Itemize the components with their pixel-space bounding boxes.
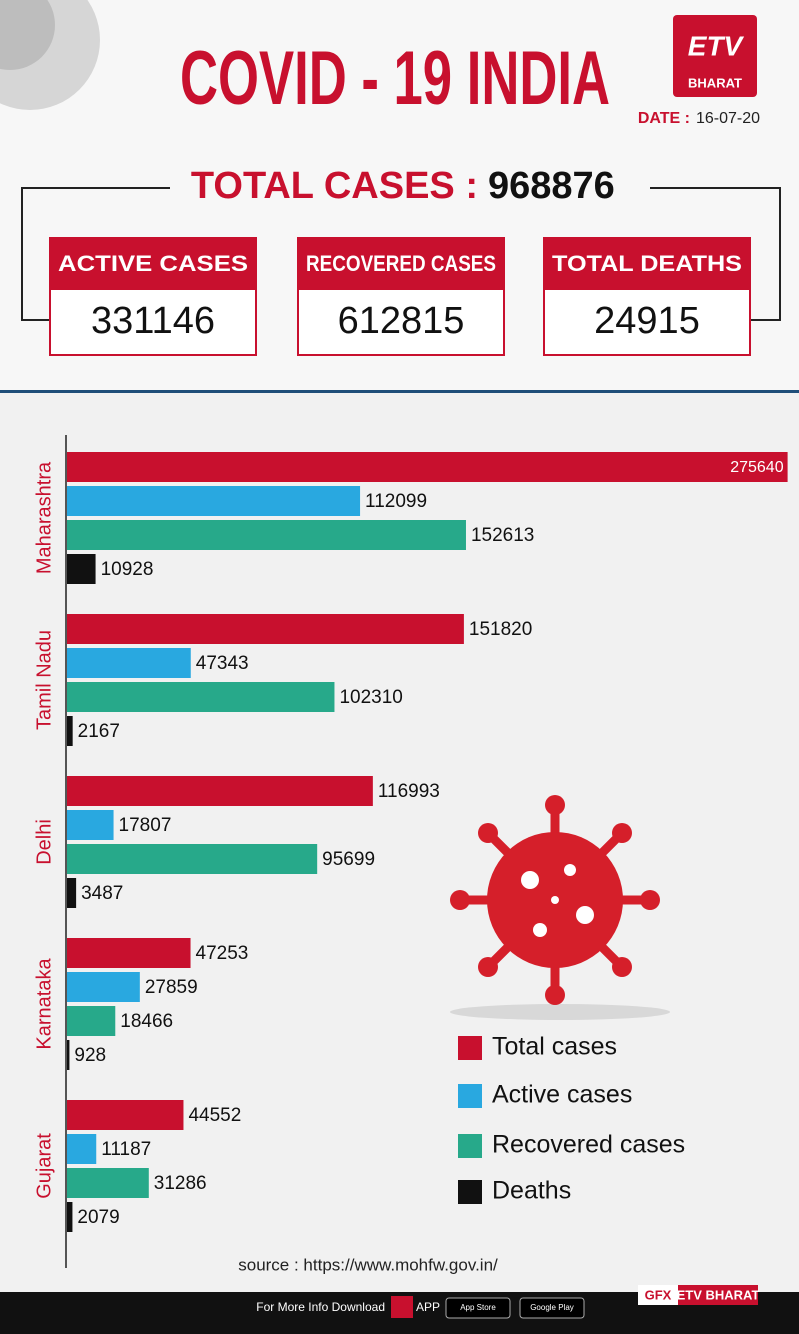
bar xyxy=(67,776,373,806)
card-value: 24915 xyxy=(594,300,700,342)
card-header xyxy=(50,238,256,290)
legend-label: Total cases xyxy=(492,1033,617,1061)
value-label: 47343 xyxy=(196,653,249,674)
value-label: 151820 xyxy=(469,619,532,640)
google-play-badge[interactable] xyxy=(519,1297,585,1319)
value-label: 152613 xyxy=(471,525,534,546)
category-label: Gujarat xyxy=(33,1133,55,1199)
bar xyxy=(67,844,318,874)
title: COVID - 19 INDIA xyxy=(180,36,610,121)
value-label: 47253 xyxy=(196,943,249,964)
virus-illustration xyxy=(450,795,670,1020)
value-label: 10928 xyxy=(101,559,154,580)
virus-decoration xyxy=(0,0,55,70)
divider xyxy=(0,390,799,393)
value-label: 27859 xyxy=(145,977,198,998)
bar xyxy=(67,1168,149,1198)
value-label: 2167 xyxy=(78,721,120,742)
value-label: 3487 xyxy=(81,883,123,904)
value-label: 44552 xyxy=(188,1105,241,1126)
legend-swatch xyxy=(458,1180,482,1204)
bar xyxy=(67,972,140,1002)
app-store-badge[interactable] xyxy=(445,1297,511,1319)
card-header xyxy=(298,238,504,290)
bar xyxy=(67,554,96,584)
total-value: 968876 xyxy=(488,165,615,207)
logo-text: ETV xyxy=(688,30,745,61)
category-label: Maharashtra xyxy=(33,461,55,574)
bar-chart: Maharashtra 275640 112099 152613 10928 Tamil … xyxy=(33,452,788,1232)
bar xyxy=(67,682,335,712)
value-label: 31286 xyxy=(154,1173,207,1194)
value-label: 112099 xyxy=(365,491,427,512)
legend-swatch xyxy=(458,1036,482,1060)
bar xyxy=(67,1100,184,1130)
legend-swatch xyxy=(458,1084,482,1108)
bar xyxy=(67,520,466,550)
bar xyxy=(67,810,114,840)
card-value: 612815 xyxy=(338,300,465,342)
date: 16-07-20 xyxy=(696,110,760,127)
bar xyxy=(67,486,361,516)
value-label: 17807 xyxy=(119,815,172,836)
bar xyxy=(67,452,788,482)
value-label: 102310 xyxy=(339,687,402,708)
value-label: 11187 xyxy=(101,1139,151,1160)
value-label: 18466 xyxy=(120,1011,173,1032)
bar xyxy=(67,1006,116,1036)
bar xyxy=(67,878,77,908)
bar xyxy=(67,648,191,678)
value-label: 116993 xyxy=(378,781,440,802)
category-label: Delhi xyxy=(33,819,55,865)
value-label: 95699 xyxy=(322,849,375,870)
card-label: ACTIVE CASES xyxy=(58,251,248,276)
bar xyxy=(67,1040,70,1070)
logo-sub: BHARAT xyxy=(688,75,742,90)
legend-label: Deaths xyxy=(492,1177,571,1205)
google-play-text[interactable]: Google Play xyxy=(530,1303,574,1312)
gfx-label: GFX xyxy=(645,1287,672,1302)
card-header xyxy=(544,238,750,290)
stat-cards: ACTIVE CASES 331146 RECOVERED CASES 612815 T… xyxy=(49,237,751,356)
gfx-brand: ETV BHARAT xyxy=(677,1287,760,1302)
card-label: TOTAL DEATHS xyxy=(552,251,742,276)
legend-label: Active cases xyxy=(492,1081,632,1109)
logo xyxy=(673,15,757,97)
category-label: Karnataka xyxy=(33,958,55,1050)
footer-app: APP xyxy=(416,1300,440,1314)
card-label: RECOVERED CASES xyxy=(306,251,496,276)
bar xyxy=(67,1134,97,1164)
footer-download: For More Info Download xyxy=(256,1300,385,1314)
app-store-text[interactable]: App Store xyxy=(460,1303,496,1312)
footer-logo xyxy=(391,1296,413,1318)
bar xyxy=(67,938,191,968)
gfx-brand-bg xyxy=(678,1285,758,1305)
legend-label: Recovered cases xyxy=(492,1131,685,1159)
value-label: 928 xyxy=(74,1045,106,1066)
value-label: 2079 xyxy=(77,1207,119,1228)
value-label: 275640 xyxy=(730,459,783,476)
card-value: 331146 xyxy=(91,300,215,342)
total-label: TOTAL CASES : xyxy=(191,165,478,207)
legend: Total cases Active cases Recovered cases De… xyxy=(458,1033,685,1205)
source: source : https://www.mohfw.gov.in/ xyxy=(238,1255,498,1274)
legend-swatch xyxy=(458,1134,482,1158)
bar xyxy=(67,614,464,644)
bar xyxy=(67,1202,73,1232)
date-label: DATE : xyxy=(638,110,690,127)
total-frame xyxy=(21,187,781,321)
category-label: Tamil Nadu xyxy=(33,630,55,730)
bar xyxy=(67,716,73,746)
